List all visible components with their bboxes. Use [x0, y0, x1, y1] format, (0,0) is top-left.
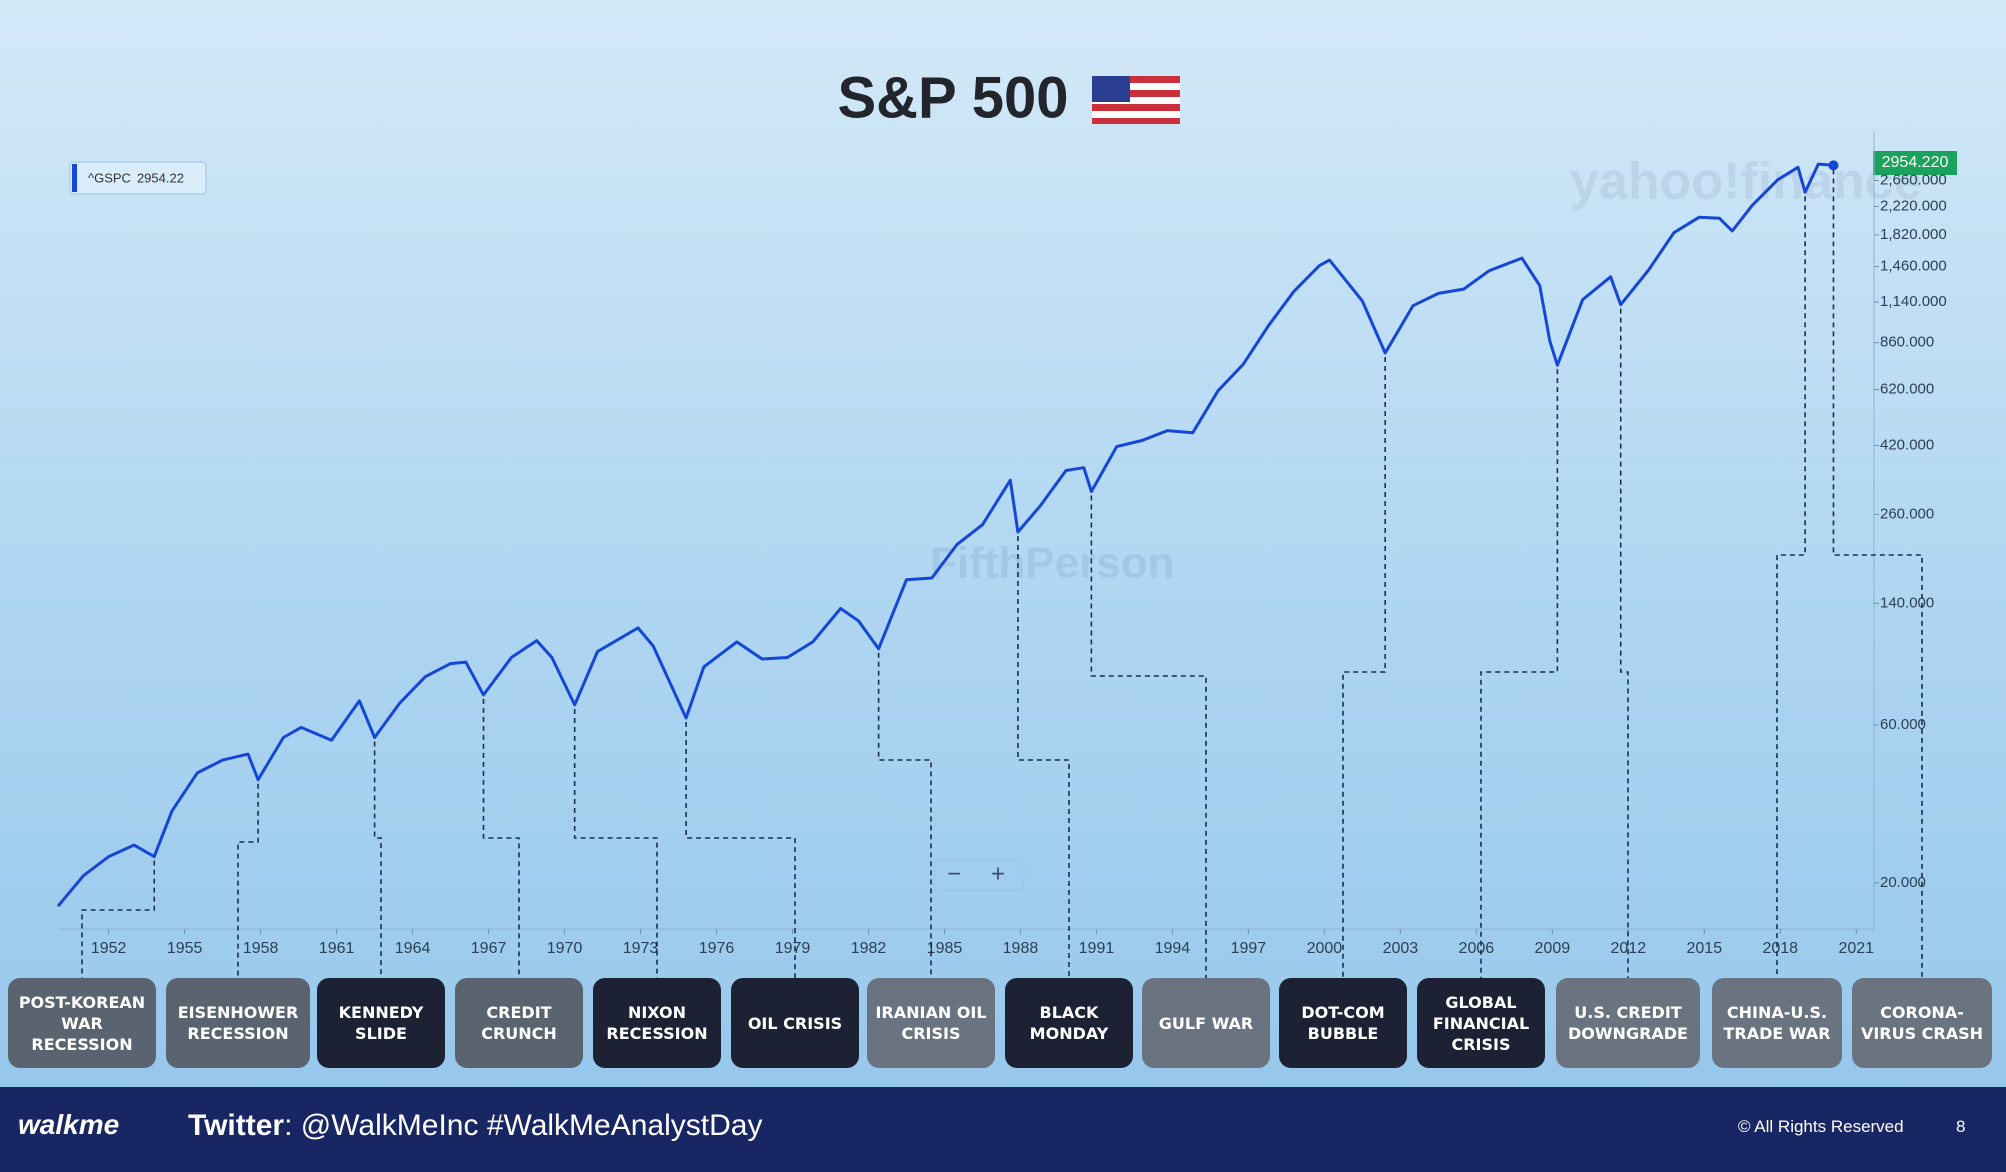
x-tick-label: 1973 [623, 940, 659, 957]
event-box: POST-KOREAN WAR RECESSION [8, 978, 156, 1068]
chart-title: S&P 500 [837, 65, 1068, 130]
zoom-in[interactable]: + [991, 860, 1005, 887]
x-tick-label: 2021 [1838, 940, 1874, 957]
event-connector [1619, 308, 1629, 978]
event-connector [573, 708, 658, 978]
x-tick-label: 1976 [699, 940, 735, 957]
event-box: OIL CRISIS [731, 978, 859, 1068]
x-tick-label: 1997 [1231, 940, 1267, 957]
legend-swatch [72, 164, 77, 192]
twitter-label: Twitter [188, 1109, 285, 1142]
y-tick-label: 260.000 [1880, 505, 1934, 522]
event-connector [1832, 169, 1923, 978]
zoom-box [933, 859, 1025, 891]
last-point [1828, 160, 1839, 171]
page-number: 8 [1956, 1117, 1966, 1136]
legend-label: ^GSPC [88, 170, 131, 185]
event-connector [1480, 369, 1559, 978]
price-tag [1873, 151, 1957, 175]
x-tick-label: 2015 [1687, 940, 1723, 957]
event-box: BLACK MONDAY [1005, 978, 1133, 1068]
x-tick-label: 2018 [1762, 940, 1798, 957]
event-box: U.S. CREDIT DOWNGRADE [1556, 978, 1700, 1068]
x-tick-label: 1970 [547, 940, 583, 957]
footer: walkme Twitter: @WalkMeInc #WalkMeAnalys… [0, 1087, 2006, 1172]
watermark: yahoo!finance [1570, 153, 1923, 211]
y-tick-label: 1,140.000 [1880, 293, 1947, 310]
legend-value: 2954.22 [137, 170, 184, 185]
event-box: CHINA-U.S. TRADE WAR [1712, 978, 1842, 1068]
us-flag [1092, 76, 1180, 124]
event-connector [1090, 495, 1207, 978]
footer-logo: walkme [18, 1109, 120, 1140]
event-box: KENNEDY SLIDE [317, 978, 445, 1068]
event-connector [373, 741, 382, 978]
legend [69, 161, 207, 195]
event-connector [1342, 356, 1386, 978]
y-tick-label: 60.000 [1880, 716, 1926, 733]
y-tick-label: 2,660.000 [1880, 171, 1947, 188]
footer-twitter: Twitter: @WalkMeInc #WalkMeAnalystDay [188, 1109, 762, 1143]
y-tick-label: 860.000 [1880, 334, 1934, 351]
event-box: GLOBAL FINANCIAL CRISIS [1417, 978, 1545, 1068]
footer-rights: © All Rights Reserved [1738, 1117, 1904, 1136]
x-tick-label: 1994 [1155, 940, 1191, 957]
event-connector [81, 860, 156, 978]
x-tick-label: 2000 [1307, 940, 1343, 957]
x-tick-label: 1979 [775, 940, 811, 957]
chart: S&P 500 yahoo!finance FifthPerson ^GSPC … [56, 65, 1957, 978]
x-tick-label: 2012 [1611, 940, 1647, 957]
event-box: IRANIAN OIL CRISIS [867, 978, 995, 1068]
zoom-out[interactable]: − [947, 860, 961, 887]
x-tick-label: 1991 [1079, 940, 1115, 957]
x-tick-label: 1982 [851, 940, 887, 957]
price-line [56, 162, 1834, 908]
event-box: CORONA-VIRUS CRASH [1852, 978, 1992, 1068]
twitter-text: : @WalkMeInc #WalkMeAnalystDay [284, 1109, 763, 1142]
price-tag-label: 2954.220 [1882, 154, 1949, 171]
y-tick-label: 2,220.000 [1880, 197, 1947, 214]
y-tick-label: 1,820.000 [1880, 226, 1947, 243]
y-tick-label: 140.000 [1880, 594, 1934, 611]
y-tick-label: 620.000 [1880, 381, 1934, 398]
y-tick-label: 20.000 [1880, 874, 1926, 891]
event-box: NIXON RECESSION [593, 978, 721, 1068]
y-tick-label: 1,460.000 [1880, 258, 1947, 275]
x-tick-label: 1964 [395, 940, 431, 957]
x-tick-label: 1961 [319, 940, 355, 957]
x-tick-label: 1967 [471, 940, 507, 957]
x-tick-label: 1952 [91, 940, 127, 957]
event-box: EISENHOWER RECESSION [166, 978, 310, 1068]
event-box: GULF WAR [1142, 978, 1270, 1068]
x-tick-label: 2006 [1459, 940, 1495, 957]
event-connector [1776, 196, 1806, 978]
event-connector [482, 698, 520, 978]
x-tick-label: 2009 [1535, 940, 1571, 957]
y-tick-label: 420.000 [1880, 436, 1934, 453]
x-tick-label: 2003 [1383, 940, 1419, 957]
x-tick-label: 1988 [1003, 940, 1039, 957]
x-tick-label: 1958 [243, 940, 279, 957]
watermark: FifthPerson [930, 539, 1174, 588]
event-box: DOT-COM BUBBLE [1279, 978, 1407, 1068]
x-tick-label: 1955 [167, 940, 203, 957]
event-connector [237, 783, 259, 978]
x-tick-label: 1985 [927, 940, 963, 957]
event-connector [1017, 536, 1070, 978]
event-box: CREDIT CRUNCH [455, 978, 583, 1068]
event-connector [685, 722, 796, 978]
